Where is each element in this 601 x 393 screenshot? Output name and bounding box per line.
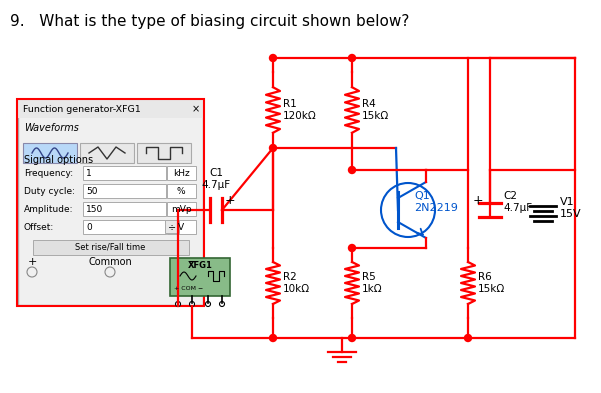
Text: R2
10kΩ: R2 10kΩ	[283, 272, 310, 294]
Circle shape	[269, 334, 276, 342]
Circle shape	[349, 244, 356, 252]
FancyBboxPatch shape	[18, 100, 203, 305]
Text: R1
120kΩ: R1 120kΩ	[283, 99, 317, 121]
Circle shape	[269, 55, 276, 61]
Text: ×: ×	[192, 104, 200, 114]
Circle shape	[349, 55, 356, 61]
Text: Q1
2N2219: Q1 2N2219	[414, 191, 458, 213]
Text: 150: 150	[86, 204, 103, 213]
FancyBboxPatch shape	[82, 165, 165, 180]
Text: kHz: kHz	[172, 169, 189, 178]
FancyBboxPatch shape	[23, 143, 77, 163]
Text: R5
1kΩ: R5 1kΩ	[362, 272, 383, 294]
Text: +: +	[225, 193, 236, 206]
Circle shape	[189, 301, 195, 307]
Text: V1
15V: V1 15V	[560, 197, 582, 219]
Text: C1
4.7μF: C1 4.7μF	[201, 168, 231, 190]
Text: 1: 1	[86, 169, 92, 178]
Text: %: %	[177, 187, 185, 195]
Circle shape	[349, 167, 356, 173]
Text: R6
15kΩ: R6 15kΩ	[478, 272, 505, 294]
Circle shape	[349, 334, 356, 342]
FancyBboxPatch shape	[166, 184, 195, 198]
Text: Signal options: Signal options	[24, 155, 93, 165]
Text: Frequency:: Frequency:	[24, 169, 73, 178]
Circle shape	[269, 145, 276, 151]
Text: −: −	[188, 255, 198, 268]
Text: Duty cycle:: Duty cycle:	[24, 187, 75, 195]
FancyBboxPatch shape	[32, 239, 189, 255]
Text: + COM −: + COM −	[174, 286, 203, 292]
Circle shape	[206, 301, 210, 307]
FancyBboxPatch shape	[18, 100, 203, 118]
FancyBboxPatch shape	[166, 202, 195, 215]
Text: V: V	[178, 222, 184, 231]
Text: Offset:: Offset:	[24, 222, 54, 231]
Text: 50: 50	[86, 187, 97, 195]
Text: Function generator-XFG1: Function generator-XFG1	[23, 105, 141, 114]
FancyBboxPatch shape	[170, 258, 230, 296]
Text: Common: Common	[88, 257, 132, 267]
FancyBboxPatch shape	[82, 184, 165, 198]
FancyBboxPatch shape	[82, 202, 165, 215]
Circle shape	[175, 301, 180, 307]
Text: Waveforms: Waveforms	[24, 123, 79, 133]
Text: XFG1: XFG1	[188, 261, 212, 270]
Text: R4
15kΩ: R4 15kΩ	[362, 99, 389, 121]
Text: mVp: mVp	[171, 204, 191, 213]
FancyBboxPatch shape	[82, 220, 165, 233]
Text: 9.   What is the type of biasing circuit shown below?: 9. What is the type of biasing circuit s…	[10, 14, 409, 29]
Text: 0: 0	[86, 222, 92, 231]
Circle shape	[465, 334, 472, 342]
Text: C2
4.7μF: C2 4.7μF	[503, 191, 532, 213]
Text: ÷: ÷	[168, 222, 176, 232]
FancyBboxPatch shape	[137, 143, 191, 163]
FancyBboxPatch shape	[165, 220, 179, 233]
Text: +: +	[473, 195, 484, 208]
Circle shape	[219, 301, 225, 307]
Text: +: +	[28, 257, 37, 267]
Text: Amplitude:: Amplitude:	[24, 204, 73, 213]
FancyBboxPatch shape	[166, 165, 195, 180]
FancyBboxPatch shape	[166, 220, 195, 233]
Text: Set rise/Fall time: Set rise/Fall time	[75, 242, 145, 252]
FancyBboxPatch shape	[80, 143, 134, 163]
